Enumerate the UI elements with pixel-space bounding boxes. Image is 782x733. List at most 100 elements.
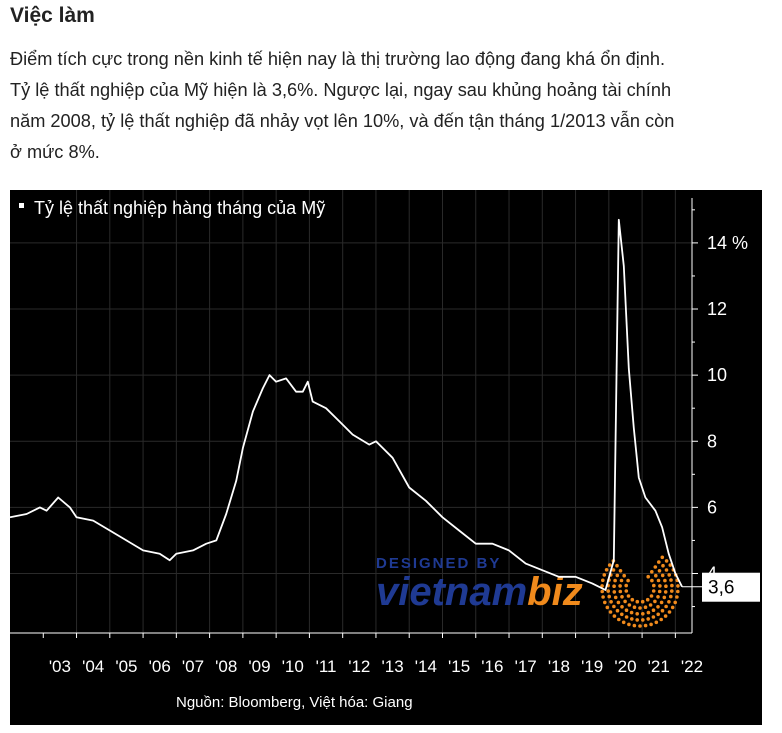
watermark-dot xyxy=(615,563,619,568)
watermark-dot xyxy=(656,605,660,609)
y-tick-label: 6 xyxy=(707,497,717,517)
watermark-dot xyxy=(654,620,659,625)
watermark-dot xyxy=(612,604,616,609)
watermark-dot xyxy=(643,605,648,609)
watermark-dot xyxy=(657,560,661,564)
watermark-dot xyxy=(607,563,612,567)
watermark-dot xyxy=(656,578,661,583)
watermark-dot xyxy=(619,578,624,583)
watermark-dot xyxy=(663,590,668,594)
watermark-dot xyxy=(623,599,627,604)
watermark-dot xyxy=(630,617,634,621)
watermark-dot xyxy=(613,595,618,600)
x-tick-label: '11 xyxy=(316,657,337,676)
watermark-dot xyxy=(643,623,648,628)
watermark-dot xyxy=(641,612,645,616)
series-line xyxy=(10,218,683,591)
watermark-dot xyxy=(629,610,634,615)
watermark-dot xyxy=(604,568,609,572)
watermark-dot xyxy=(620,612,624,617)
watermark-dot xyxy=(615,608,620,613)
watermark-dot xyxy=(640,599,645,604)
watermark-dot xyxy=(638,624,642,628)
x-tick-label: '08 xyxy=(215,657,237,676)
watermark-dot xyxy=(659,617,663,622)
watermark-dot xyxy=(615,573,620,578)
x-tick-label: '12 xyxy=(348,657,370,676)
x-tick-label: '09 xyxy=(248,657,270,676)
watermark-dot xyxy=(654,573,658,578)
watermark-dot xyxy=(675,595,679,599)
watermark-dot xyxy=(646,610,651,615)
watermark-dot xyxy=(658,584,662,588)
watermark-dot xyxy=(627,622,631,627)
watermark-dot xyxy=(612,590,617,594)
x-tick-label: '06 xyxy=(149,657,171,676)
x-tick-label: '14 xyxy=(415,657,437,676)
article-paragraph: Điểm tích cực trong nền kinh tế hiện nay… xyxy=(10,44,780,168)
watermark-dot xyxy=(624,583,628,588)
x-tick-label: '20 xyxy=(614,657,636,676)
watermark-dot xyxy=(616,600,621,605)
watermark-dot xyxy=(650,570,654,574)
paragraph-line: năm 2008, tỷ lệ thất nghiệp đã nhảy vọt … xyxy=(10,111,675,131)
watermark-dot xyxy=(624,608,629,612)
watermark-dot xyxy=(650,578,654,583)
watermark-dot xyxy=(648,603,653,607)
watermark-dot xyxy=(662,595,667,600)
watermark-dot xyxy=(651,589,656,593)
watermark-dot xyxy=(626,578,630,583)
watermark: DESIGNED BY vietnambiz xyxy=(376,555,680,628)
watermark-dot xyxy=(664,584,668,588)
watermark-dot xyxy=(669,594,673,599)
watermark-brand-a: vietnam xyxy=(376,570,527,614)
watermark-dot xyxy=(618,569,623,573)
paragraph-line: Điểm tích cực trong nền kinh tế hiện nay… xyxy=(10,49,666,69)
last-value-label: 3,6 xyxy=(708,578,734,599)
last-value-callout: 3,6 xyxy=(682,572,760,602)
watermark-dot xyxy=(656,612,660,617)
watermark-dot xyxy=(660,555,665,560)
watermark-dot xyxy=(609,600,613,604)
watermark-dot xyxy=(652,583,656,588)
watermark-dot xyxy=(601,578,605,583)
unemployment-chart: DESIGNED BY vietnambiz 468101214 %'03'04… xyxy=(10,190,762,725)
watermark-dot xyxy=(653,565,658,569)
watermark-dot xyxy=(649,622,653,627)
x-tick-label: '05 xyxy=(115,657,137,676)
watermark-dot xyxy=(600,589,604,594)
watermark-dot xyxy=(632,623,637,628)
legend-marker xyxy=(19,203,24,208)
watermark-dot xyxy=(626,594,631,598)
watermark-dot xyxy=(605,605,610,610)
watermark-dot xyxy=(676,589,680,594)
grid-layer xyxy=(10,190,692,633)
watermark-dot xyxy=(617,617,621,622)
watermark-dot xyxy=(627,603,632,607)
watermark-dot xyxy=(651,608,656,612)
x-tick-label: '19 xyxy=(581,657,603,676)
axis-layer: 468101214 %'03'04'05'06'07'08'09'10'11'1… xyxy=(10,198,748,676)
y-tick-label: 14 % xyxy=(707,233,748,253)
watermark-dot xyxy=(670,583,674,588)
watermark-dot xyxy=(635,618,639,622)
watermark-dot xyxy=(624,615,629,619)
watermark-dot xyxy=(660,608,665,613)
chart-source: Nguồn: Bloomberg, Việt hóa: Giang xyxy=(176,694,413,711)
watermark-dot xyxy=(664,568,669,572)
watermark-dot xyxy=(660,573,665,578)
x-tick-label: '18 xyxy=(548,657,570,676)
series-layer xyxy=(10,218,683,591)
watermark-brand: vietnambiz xyxy=(376,570,583,614)
x-tick-label: '16 xyxy=(481,657,503,676)
watermark-top: DESIGNED BY xyxy=(376,555,501,572)
watermark-dot xyxy=(668,563,673,567)
watermark-dot xyxy=(635,612,639,616)
x-tick-label: '21 xyxy=(648,657,670,676)
watermark-dot xyxy=(611,568,616,572)
watermark-dot xyxy=(601,595,605,599)
watermark-dot xyxy=(667,600,671,604)
watermark-dot xyxy=(630,597,635,602)
watermark-dot xyxy=(663,578,667,583)
x-tick-label: '22 xyxy=(681,657,703,676)
